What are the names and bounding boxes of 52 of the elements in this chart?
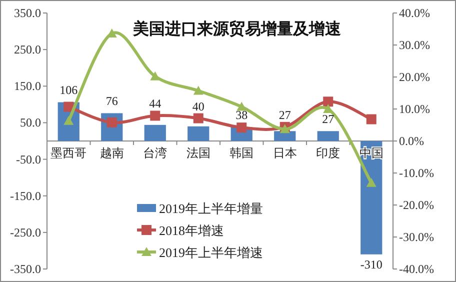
- data-label: 40: [192, 99, 204, 114]
- point: [236, 122, 247, 133]
- legend-label: 2019年上半年增速: [159, 245, 263, 260]
- point: [366, 178, 376, 187]
- y-tick-label: 250.0: [14, 42, 41, 57]
- x-tick-label: 台湾: [143, 146, 168, 160]
- bar: [188, 126, 210, 141]
- text: 美国进口来源贸易增量及增速: [132, 19, 342, 38]
- legend-label: 2019年上半年增量: [159, 201, 263, 216]
- point: [236, 102, 247, 111]
- y2-tick-label: 10.0%: [399, 102, 430, 116]
- point: [323, 96, 334, 107]
- x-tick-label: 越南: [100, 146, 124, 160]
- data-label: 38: [236, 108, 248, 122]
- x-tick-label: 日本: [272, 146, 297, 160]
- x-tick-label: 印度: [316, 146, 340, 160]
- point: [193, 113, 204, 124]
- data-label: 44: [149, 96, 162, 111]
- x-tick-label: 韩国: [230, 146, 254, 160]
- data-label: 27: [278, 108, 291, 122]
- x-tick-label: 法国: [186, 146, 210, 160]
- y-tick-label: -50.0: [16, 152, 41, 166]
- y2-tick-label: 40.0%: [399, 6, 430, 20]
- bar: [144, 124, 166, 141]
- y2-tick-label: -10.0%: [399, 166, 434, 180]
- y2-tick-label: 0.0%: [399, 134, 424, 148]
- y2-tick-label: 30.0%: [399, 38, 430, 52]
- bar: [274, 131, 296, 141]
- legend-label: 2018年增速: [159, 223, 224, 238]
- point: [64, 102, 74, 112]
- data-label: 106: [60, 83, 78, 98]
- data-label: 76: [106, 94, 118, 108]
- y2-tick-label: -30.0%: [399, 230, 434, 244]
- y2-tick-label: 20.0%: [399, 70, 430, 84]
- x-tick-label: 墨西哥: [50, 146, 87, 160]
- y-tick-label: 50.0: [20, 116, 41, 130]
- y-tick-label: 150.0: [14, 79, 41, 94]
- bar: [317, 131, 339, 141]
- y2-tick-label: -20.0%: [399, 198, 434, 212]
- point: [150, 110, 160, 121]
- point: [366, 114, 376, 124]
- point: [193, 86, 204, 95]
- y-tick-label: -250.0: [10, 225, 41, 240]
- y-tick-label: -150.0: [10, 188, 41, 203]
- y-tick-label: -350.0: [10, 262, 41, 276]
- y-tick-label: 350.0: [14, 6, 41, 20]
- point: [280, 124, 290, 134]
- y2-tick-label: -40.0%: [399, 262, 434, 276]
- bar: [360, 141, 382, 254]
- data-label: -310: [360, 257, 382, 272]
- point: [150, 71, 160, 80]
- data-label: 27: [322, 112, 334, 126]
